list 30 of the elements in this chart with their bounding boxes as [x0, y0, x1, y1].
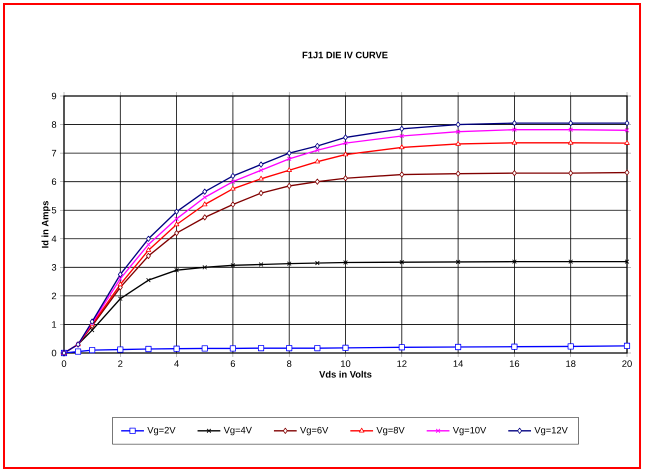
y-tick-label: 6 — [52, 178, 56, 185]
legend-label: Vg=2V — [147, 426, 176, 436]
y-axis-title: Id in Amps — [42, 201, 50, 248]
legend-label: Vg=10V — [452, 426, 486, 436]
x-tick-label: 14 — [454, 360, 464, 367]
y-tick-label: 7 — [52, 150, 56, 156]
y-tick-label: 5 — [52, 206, 56, 214]
y-tick-label: 9 — [52, 92, 56, 100]
legend-label: Vg=6V — [300, 426, 328, 436]
y-tick-label: 8 — [52, 121, 56, 128]
legend-label: Vg=4V — [224, 426, 252, 436]
x-tick-label: 20 — [622, 360, 632, 367]
x-tick-label: 0 — [62, 360, 66, 367]
x-tick-label: 4 — [174, 360, 179, 367]
chart-title: F1J1 DIE IV CURVE — [302, 52, 388, 58]
legend-label: Vg=12V — [534, 426, 568, 436]
x-tick-label: 12 — [397, 360, 407, 367]
y-tick-label: 2 — [52, 292, 56, 300]
x-tick-label: 10 — [341, 360, 350, 367]
x-tick-label: 2 — [118, 360, 122, 367]
x-tick-label: 16 — [510, 360, 520, 367]
x-tick-label: 6 — [230, 360, 236, 367]
x-tick-label: 18 — [566, 360, 576, 367]
y-tick-label: 1 — [52, 321, 56, 328]
y-tick-label: 3 — [52, 264, 56, 271]
y-tick-label: 4 — [52, 236, 56, 242]
x-tick-label: 8 — [287, 360, 292, 367]
y-tick-label: 0 — [52, 350, 56, 356]
legend-label: Vg=8V — [376, 426, 405, 436]
x-axis-title: Vds in Volts — [319, 370, 372, 378]
